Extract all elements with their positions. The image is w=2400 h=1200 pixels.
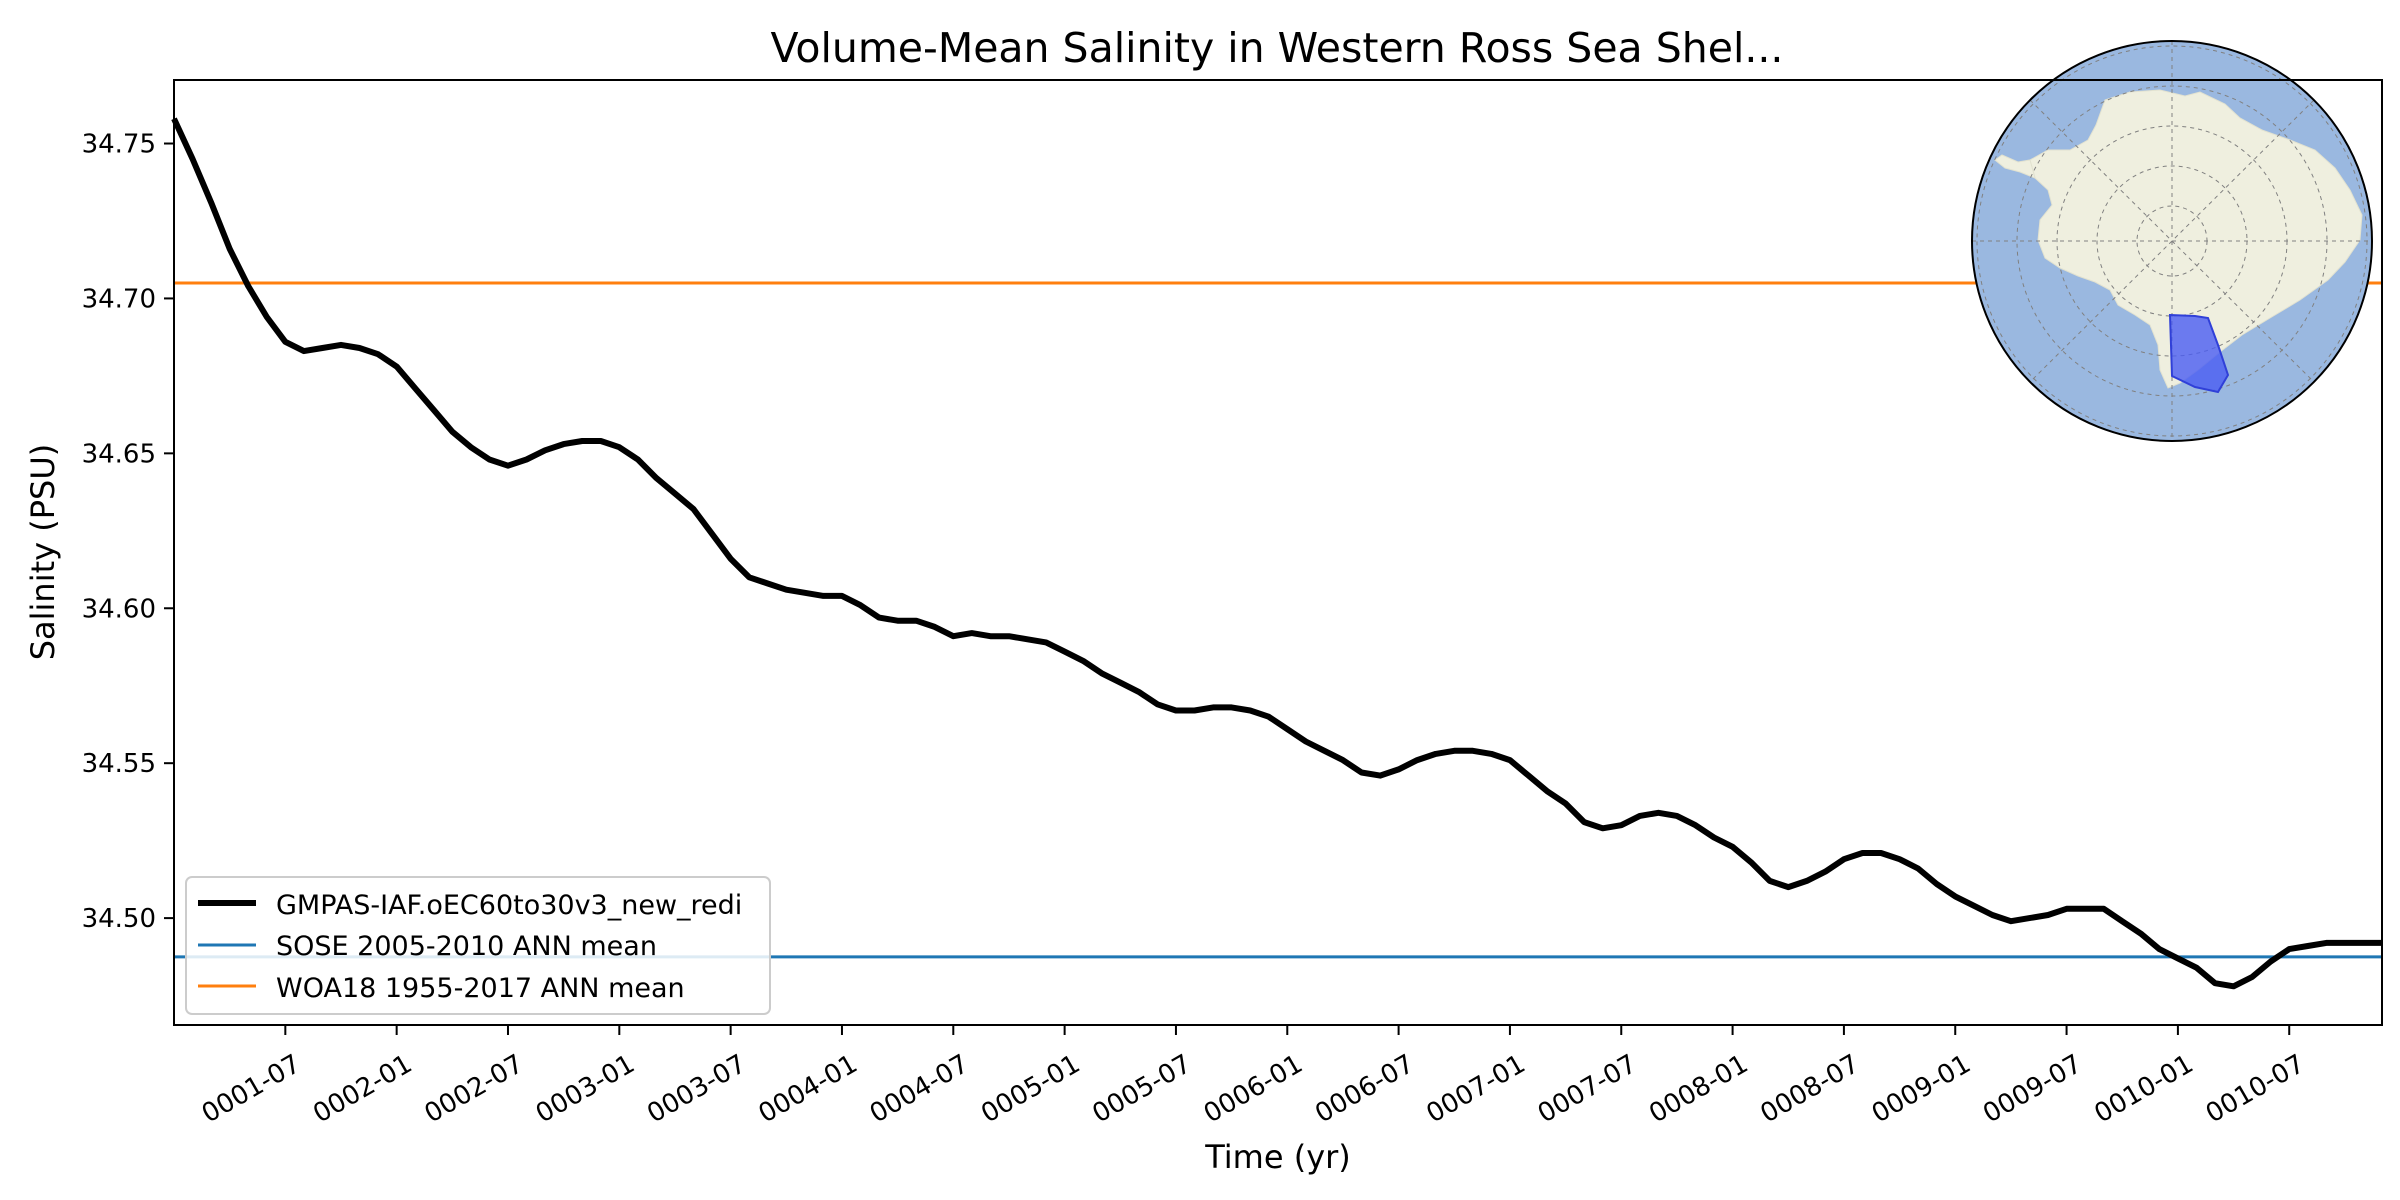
series-lines	[171, 117, 2382, 990]
inset-antarctica-land	[2029, 89, 2363, 389]
y-axis-ticks: 34.50 34.55 34.60 34.65 34.70 34.75	[82, 130, 174, 934]
y-tick-label: 34.75	[82, 130, 156, 160]
y-tick-label: 34.55	[82, 749, 156, 779]
legend-label-sose: SOSE 2005-2010 ANN mean	[276, 931, 657, 962]
inset-frame	[1971, 40, 2373, 442]
series-line-0	[171, 117, 2382, 990]
y-tick-label: 34.60	[82, 594, 156, 624]
x-axis-label: Time (yr)	[1204, 1138, 1351, 1176]
legend-box	[185, 876, 771, 1015]
legend-label-model: GMPAS-IAF.oEC60to30v3_new_redi	[276, 890, 742, 921]
antarctica-inset-map	[1971, 40, 2373, 442]
legend-label-woa: WOA18 1955-2017 ANN mean	[276, 973, 685, 1004]
y-axis-label: Salinity (PSU)	[24, 444, 62, 661]
y-tick-label: 34.50	[82, 904, 156, 934]
y-tick-label: 34.65	[82, 439, 156, 469]
inset-region-polygon	[2168, 313, 2230, 394]
y-tick-label: 34.70	[82, 284, 156, 314]
inset-graticule	[1972, 41, 2372, 441]
chart-title: Volume-Mean Salinity in Western Ross Sea…	[771, 24, 1784, 72]
inset-peninsula	[1994, 154, 2036, 179]
legend: GMPAS-IAF.oEC60to30v3_new_redi SOSE 2005…	[185, 876, 771, 1015]
axes-frame	[173, 79, 2383, 1026]
